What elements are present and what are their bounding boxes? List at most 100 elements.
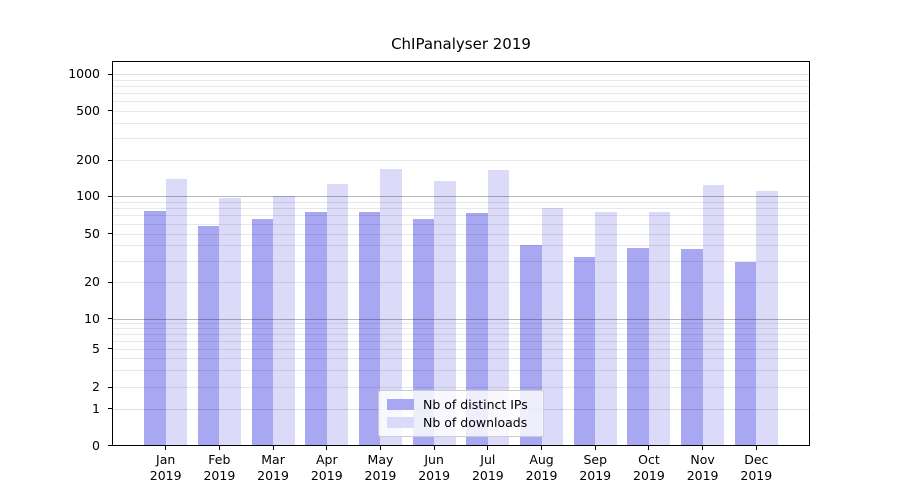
gridline-20 xyxy=(112,282,810,283)
x-tick-label-feb: Feb 2019 xyxy=(203,452,236,483)
gridline-5 xyxy=(112,348,810,350)
x-tick-label-jan: Jan 2019 xyxy=(149,452,182,483)
x-tick-mark-may xyxy=(379,446,381,450)
x-tick-label-jul: Jul 2019 xyxy=(471,452,504,483)
y-tick-label-1: 1 xyxy=(92,400,100,416)
y-tick-mark-20 xyxy=(108,281,112,283)
gridline-80 xyxy=(112,208,810,210)
y-tick-mark-1000 xyxy=(108,73,112,75)
gridline-100 xyxy=(112,196,810,198)
legend-label-distinct-ips: Nb of distinct IPs xyxy=(423,396,528,412)
bar-downloads-feb xyxy=(219,197,241,446)
y-tick-mark-50 xyxy=(108,233,112,234)
y-tick-label-20: 20 xyxy=(84,274,100,289)
x-tick-mark-aug xyxy=(541,446,543,450)
bar-downloads-mar xyxy=(273,195,295,446)
bar-downloads-may xyxy=(380,169,402,446)
x-tick-mark-jan xyxy=(165,446,167,450)
legend: Nb of distinct IPs Nb of downloads xyxy=(378,390,544,437)
x-tick-label-nov: Nov 2019 xyxy=(686,452,719,483)
y-tick-label-200: 200 xyxy=(76,152,100,168)
x-tick-label-apr: Apr 2019 xyxy=(310,452,343,483)
gridline-300 xyxy=(112,138,810,140)
x-tick-mark-feb xyxy=(218,446,220,450)
y-tick-label-50: 50 xyxy=(84,225,100,241)
gridline-40 xyxy=(112,245,810,247)
bar-downloads-sep xyxy=(595,211,617,446)
gridline-70 xyxy=(112,215,810,217)
y-tick-label-0: 0 xyxy=(92,437,100,453)
gridline-7 xyxy=(112,333,810,335)
x-tick-label-mar: Mar 2019 xyxy=(257,452,289,483)
legend-label-downloads: Nb of downloads xyxy=(423,415,528,431)
gridline-3 xyxy=(112,369,810,371)
gridline-8 xyxy=(112,328,810,330)
y-tick-mark-5 xyxy=(108,348,112,349)
chart-title: ChIPanalyser 2019 xyxy=(391,35,531,53)
bar-downloads-jul xyxy=(487,170,510,446)
gridline-900 xyxy=(112,79,810,81)
gridline-200 xyxy=(112,160,810,162)
x-tick-mark-dec xyxy=(755,446,757,450)
x-tick-mark-apr xyxy=(326,446,328,450)
gridline-6 xyxy=(112,340,810,342)
bar-downloads-jun xyxy=(434,181,456,446)
gridline-400 xyxy=(112,122,810,124)
x-tick-mark-mar xyxy=(272,446,274,450)
y-tick-mark-1 xyxy=(108,408,112,409)
x-tick-label-dec: Dec 2019 xyxy=(740,452,773,483)
x-tick-mark-nov xyxy=(702,446,704,450)
bar-distinct-ips-dec xyxy=(734,262,757,446)
gridline-800 xyxy=(112,85,810,87)
y-tick-label-500: 500 xyxy=(76,102,100,118)
legend-item-distinct-ips: Nb of distinct IPs xyxy=(387,397,535,412)
x-tick-label-oct: Oct 2019 xyxy=(633,452,665,483)
x-tick-mark-jun xyxy=(433,446,435,450)
y-tick-label-1000: 1000 xyxy=(68,66,100,81)
gridline-60 xyxy=(112,223,810,225)
x-tick-mark-oct xyxy=(648,446,650,450)
plot-area xyxy=(112,60,810,446)
bar-distinct-ips-may xyxy=(358,212,381,446)
y-tick-label-100: 100 xyxy=(76,188,100,204)
bar-distinct-ips-apr xyxy=(305,211,327,446)
gridline-9 xyxy=(112,323,810,325)
x-tick-mark-jul xyxy=(487,446,489,450)
bar-downloads-jan xyxy=(165,178,188,446)
bar-distinct-ips-sep xyxy=(573,257,596,446)
legend-swatch-distinct-ips xyxy=(387,398,414,410)
y-tick-label-2: 2 xyxy=(92,379,100,394)
gridline-10 xyxy=(112,318,810,320)
gridline-30 xyxy=(112,260,810,262)
x-tick-label-jun: Jun 2019 xyxy=(418,452,451,483)
y-tick-label-10: 10 xyxy=(84,310,100,326)
gridline-500 xyxy=(112,110,810,112)
legend-item-downloads: Nb of downloads xyxy=(387,415,535,430)
gridline-2 xyxy=(112,387,810,388)
bar-distinct-ips-oct xyxy=(627,248,649,446)
bar-distinct-ips-jan xyxy=(144,211,166,446)
y-tick-mark-500 xyxy=(108,110,112,112)
gridline-1000 xyxy=(112,74,810,75)
gridline-4 xyxy=(112,357,810,359)
bar-distinct-ips-nov xyxy=(681,249,703,446)
bar-downloads-oct xyxy=(648,212,671,446)
x-tick-label-may: May 2019 xyxy=(364,452,397,483)
gridline-50 xyxy=(112,233,810,235)
bar-downloads-aug xyxy=(541,207,564,446)
y-tick-mark-0 xyxy=(108,445,112,446)
y-tick-label-5: 5 xyxy=(92,340,100,356)
bar-downloads-apr xyxy=(326,183,349,446)
gridline-700 xyxy=(112,92,810,94)
x-tick-label-aug: Aug 2019 xyxy=(525,452,558,483)
bar-distinct-ips-mar xyxy=(251,218,274,446)
y-tick-mark-100 xyxy=(108,195,112,197)
y-tick-mark-2 xyxy=(108,386,112,388)
y-tick-mark-10 xyxy=(108,318,112,319)
x-tick-mark-sep xyxy=(594,446,596,450)
bar-distinct-ips-jul xyxy=(466,213,488,446)
gridline-90 xyxy=(112,201,810,203)
bar-distinct-ips-jun xyxy=(412,219,435,446)
y-tick-mark-200 xyxy=(108,159,112,161)
